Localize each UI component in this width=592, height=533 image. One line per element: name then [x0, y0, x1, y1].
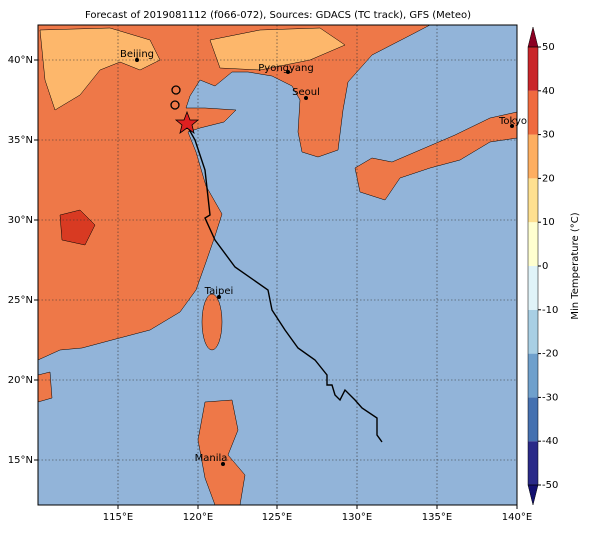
city-dot [217, 295, 221, 299]
city-dot [510, 124, 514, 128]
colorbar-segment [528, 178, 538, 223]
city-label: Manila [195, 453, 228, 464]
city-label: Seoul [292, 87, 320, 98]
lon-label: 140°E [502, 512, 532, 523]
colorbar-segment [528, 134, 538, 179]
colorbar-tick-label: -50 [542, 480, 558, 491]
lat-label: 35°N [8, 135, 33, 146]
gridlines [38, 25, 517, 505]
warm-north [39, 27, 161, 111]
colorbar-tick-label: -40 [542, 436, 558, 447]
colorbar-tick-label: -10 [542, 305, 558, 316]
lon-label: 115°E [103, 512, 133, 523]
tc-star [174, 110, 200, 134]
title: Forecast of 2019081112 (f066-072), Sourc… [85, 10, 471, 21]
lon-label: 135°E [422, 512, 452, 523]
lon-label: 120°E [183, 512, 213, 523]
colorbar-segment [528, 441, 538, 485]
lat-label: 25°N [8, 295, 33, 306]
lon-label: 130°E [342, 512, 372, 523]
taiwan [201, 293, 223, 351]
colorbar-tick-label: 20 [542, 173, 555, 184]
colorbar-tick-label: 50 [542, 42, 555, 53]
colorbar-tick-label: 40 [542, 86, 555, 97]
colorbar-extend [527, 484, 539, 506]
tc-track [184, 121, 383, 443]
colorbar-segment [528, 309, 538, 354]
lat-label: 40°N [8, 55, 33, 66]
city-dot [304, 96, 308, 100]
city-dot [286, 70, 290, 74]
city-label: Beijing [120, 49, 154, 60]
colorbar-extend [527, 26, 539, 48]
colorbar-tick-label: -30 [542, 392, 558, 403]
colorbar-segment [528, 266, 538, 310]
tc-marker [171, 85, 181, 95]
city-label: Tokyo [498, 116, 527, 127]
colorbar-segment [528, 222, 538, 266]
warm-ne [209, 27, 346, 71]
japan [354, 111, 517, 201]
map-area [38, 25, 517, 505]
hot-basin [59, 209, 96, 246]
colorbar-tick-label: 10 [542, 217, 555, 228]
city-label: Pyongyang [258, 63, 313, 74]
city-label: Taipei [204, 286, 234, 297]
colorbar-segment [528, 353, 538, 398]
hainan [38, 371, 53, 403]
colorbar-label: Min Temperature (°C) [570, 212, 581, 319]
colorbar-segment [528, 47, 538, 91]
colorbar-tick-label: 0 [542, 261, 548, 272]
colorbar-segment [528, 397, 538, 442]
city-dot [135, 58, 139, 62]
tc-marker [170, 100, 180, 110]
mainland [38, 25, 431, 361]
lon-label: 125°E [262, 512, 292, 523]
colorbar-segment [528, 90, 538, 135]
colorbar-tick-label: -20 [542, 349, 558, 360]
colorbar-tick-label: 30 [542, 130, 555, 141]
lat-label: 30°N [8, 215, 33, 226]
lat-label: 20°N [8, 375, 33, 386]
luzon [197, 399, 246, 505]
lat-label: 15°N [8, 455, 33, 466]
city-dot [221, 462, 225, 466]
